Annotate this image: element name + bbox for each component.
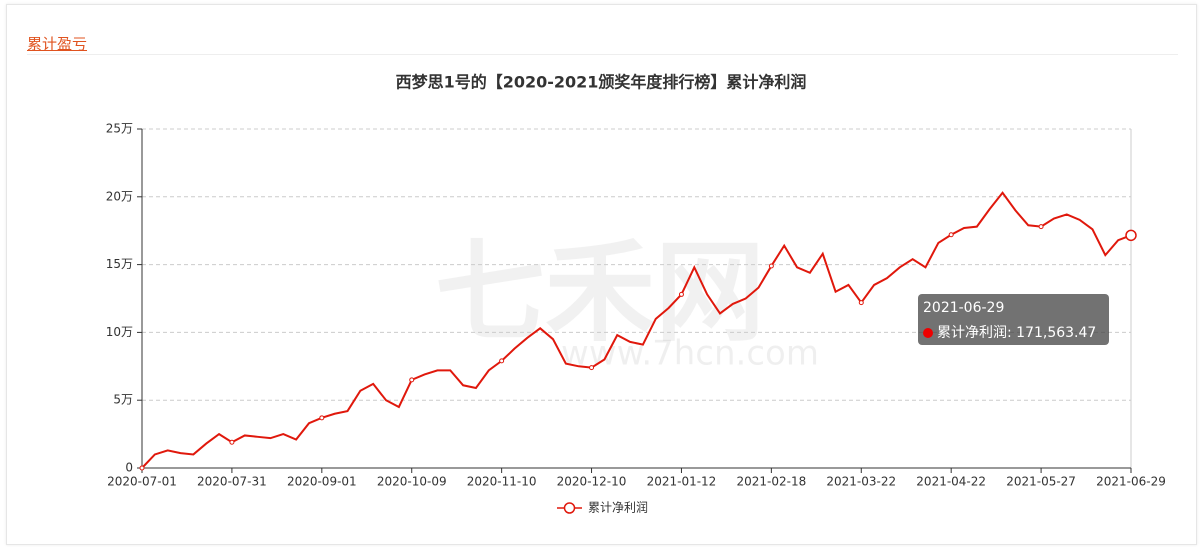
- point: [1038, 224, 1044, 230]
- x-tick-label: 2020-10-09: [377, 475, 447, 489]
- x-tick-label: 2021-05-27: [1006, 475, 1076, 489]
- watermark-url: www.7hcn.com: [561, 334, 819, 374]
- point: [678, 291, 684, 297]
- tooltip-dot: [923, 328, 933, 338]
- x-tick-label: 2020-07-31: [197, 475, 267, 489]
- point: [948, 232, 954, 238]
- x-tick-label: 2020-12-10: [557, 475, 627, 489]
- x-tick-label: 2021-01-12: [647, 475, 717, 489]
- x-tick-label: 2020-11-10: [467, 475, 537, 489]
- tooltip-date: 2021-06-29: [923, 300, 1005, 316]
- point: [499, 358, 505, 364]
- tooltip: 2021-06-29 累计净利润: 171,563.47: [918, 294, 1109, 345]
- legend-label: 累计净利润: [588, 501, 648, 515]
- y-tick-label: 10万: [106, 325, 133, 339]
- point: [1125, 229, 1137, 242]
- x-tick-label: 2021-04-22: [916, 475, 986, 489]
- x-tick-label: 2020-07-01: [107, 475, 177, 489]
- tooltip-row: 累计净利润: 171,563.47: [923, 322, 1096, 342]
- point: [229, 439, 235, 445]
- section-title[interactable]: 累计盈亏: [27, 35, 88, 53]
- point: [409, 377, 415, 383]
- chart-title: 西梦思1号的【2020-2021颁奖年度排行榜】累计净利润: [396, 73, 807, 92]
- x-tick-label: 2020-09-01: [287, 475, 357, 489]
- legend-symbol: [563, 502, 576, 514]
- y-tick-label: 5万: [113, 393, 133, 407]
- watermark: 七禾网: [435, 228, 765, 356]
- tooltip-text: 累计净利润: 171,563.47: [937, 325, 1097, 341]
- card: 累计盈亏: [6, 4, 1197, 545]
- point: [139, 465, 145, 471]
- y-tick-label: 0: [125, 461, 133, 475]
- x-tick-label: 2021-03-22: [826, 475, 896, 489]
- point: [319, 415, 325, 421]
- x-tick-label: 2021-06-29: [1096, 475, 1166, 489]
- y-tick-label: 20万: [106, 189, 133, 203]
- point: [858, 300, 864, 306]
- x-tick-label: 2021-02-18: [736, 475, 806, 489]
- y-tick-label: 15万: [106, 257, 133, 271]
- y-tick-label: 25万: [106, 122, 133, 136]
- point: [768, 263, 774, 269]
- point: [589, 365, 595, 371]
- separator: [27, 54, 1178, 55]
- line: [141, 191, 1132, 469]
